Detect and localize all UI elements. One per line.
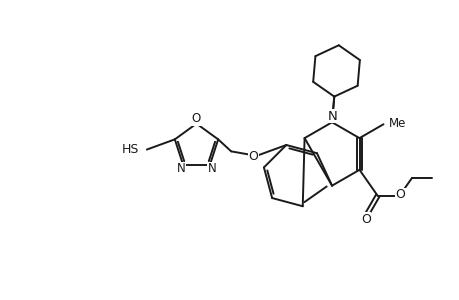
Text: O: O xyxy=(360,213,370,226)
Text: O: O xyxy=(248,150,258,163)
Text: O: O xyxy=(191,112,201,125)
Text: N: N xyxy=(207,162,216,175)
Text: O: O xyxy=(395,188,404,201)
Text: Me: Me xyxy=(388,117,405,130)
Text: N: N xyxy=(176,162,185,175)
Text: HS: HS xyxy=(121,143,139,156)
Text: N: N xyxy=(327,110,337,123)
